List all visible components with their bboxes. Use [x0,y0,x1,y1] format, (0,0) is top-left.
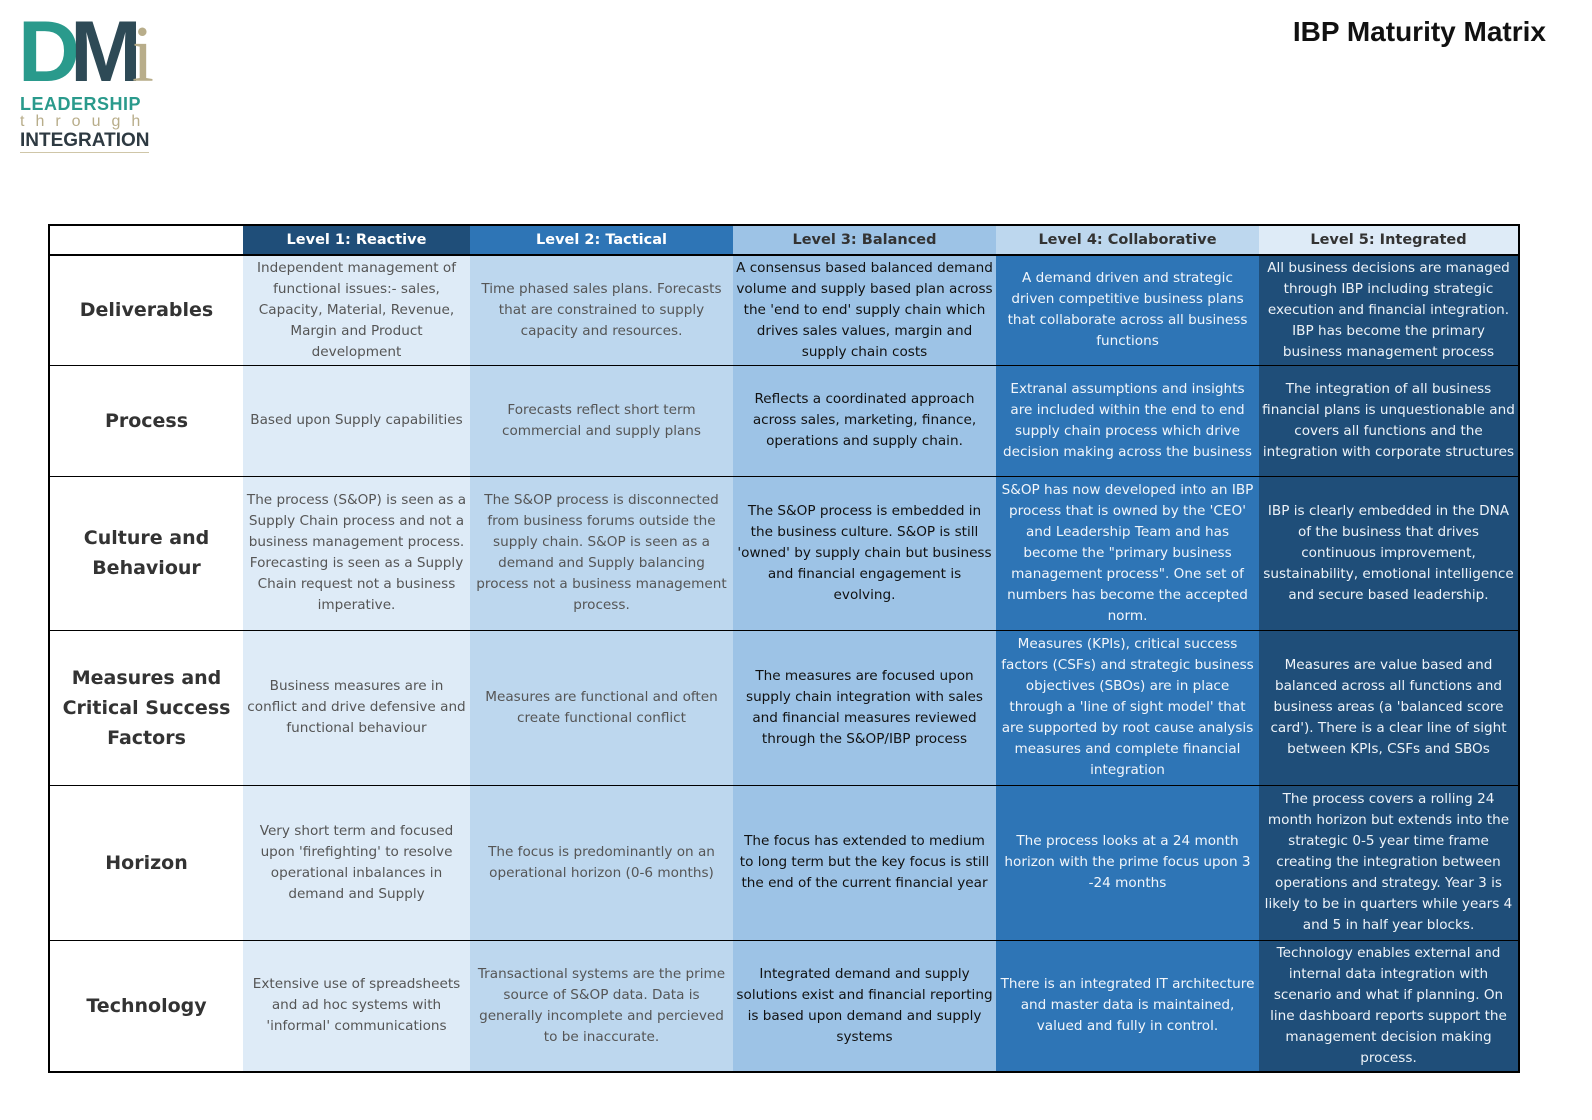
row-header: Process [49,364,243,476]
matrix-row: Process Based upon Supply capabilities For… [49,364,1519,476]
level-4-cell: Measures (KPIs), critical success factor… [996,629,1259,785]
header-row: Level 1: Reactive Level 2: Tactical Leve… [49,225,1519,256]
maturity-matrix: Level 1: Reactive Level 2: Tactical Leve… [48,224,1520,1073]
level-1-cell: The process (S&OP) is seen as a Supply C… [243,475,470,630]
level-4-cell: The process looks at a 24 month horizon … [996,784,1259,940]
matrix-row: Horizon Very short term and focused upon … [49,784,1519,940]
level-2-cell: Forecasts reflect short term commercial … [470,364,733,476]
level-2-cell: The focus is predominantly on an operati… [470,784,733,940]
logo-line-2: through [20,113,152,130]
row-header: Measures and Critical Success Factors [49,629,243,785]
level-1-cell: Based upon Supply capabilities [243,364,470,476]
matrix-row: Measures and Critical Success Factors Bus… [49,629,1519,785]
level-1-cell: Very short term and focused upon 'firefi… [243,784,470,940]
level-4-cell: Extranal assumptions and insights are in… [996,364,1259,476]
level-3-header: Level 3: Balanced [733,225,996,256]
level-1-cell: Independent management of functional iss… [243,254,470,365]
level-2-cell: Transactional systems are the prime sour… [470,939,733,1072]
page-title: IBP Maturity Matrix [1292,16,1546,47]
level-5-cell: The process covers a rolling 24 month ho… [1259,784,1519,940]
level-5-cell: Measures are value based and balanced ac… [1259,629,1519,785]
level-4-header: Level 4: Collaborative [996,225,1259,256]
level-1-cell: Extensive use of spreadsheets and ad hoc… [243,939,470,1072]
logo-mark: DMi [18,4,154,100]
level-2-cell: The S&OP process is disconnected from bu… [470,475,733,630]
level-5-cell: All business decisions are managed throu… [1259,254,1519,365]
level-3-cell: Reflects a coordinated approach across s… [733,364,996,476]
row-header: Deliverables [49,254,243,365]
level-2-cell: Time phased sales plans. Forecasts that … [470,254,733,365]
level-4-cell: There is an integrated IT architecture a… [996,939,1259,1072]
level-3-cell: The measures are focused upon supply cha… [733,629,996,785]
level-3-cell: Integrated demand and supply solutions e… [733,939,996,1072]
level-3-cell: The focus has extended to medium to long… [733,784,996,940]
level-1-cell: Business measures are in conflict and dr… [243,629,470,785]
level-4-cell: S&OP has now developed into an IBP proce… [996,475,1259,630]
level-3-cell: A consensus based balanced demand volume… [733,254,996,365]
level-5-cell: Technology enables external and internal… [1259,939,1519,1072]
matrix-row: Deliverables Independent management of fu… [49,254,1519,365]
level-2-cell: Measures are functional and often create… [470,629,733,785]
level-4-cell: A demand driven and strategic driven com… [996,254,1259,365]
logo-line-3: INTEGRATION [20,130,150,153]
level-3-cell: The S&OP process is embedded in the busi… [733,475,996,630]
level-5-cell: IBP is clearly embedded in the DNA of th… [1259,475,1519,630]
row-header: Culture and Behaviour [49,475,243,630]
row-header: Technology [49,939,243,1072]
matrix-row: Culture and Behaviour The process (S&OP) … [49,475,1519,630]
row-header: Horizon [49,784,243,940]
dmi-logo: DMi LEADERSHIP through INTEGRATION [18,4,168,154]
level-1-header: Level 1: Reactive [243,225,470,256]
corner-cell [49,225,243,256]
level-5-cell: The integration of all business financia… [1259,364,1519,476]
level-5-header: Level 5: Integrated [1259,225,1519,256]
level-2-header: Level 2: Tactical [470,225,733,256]
logo-line-1: LEADERSHIP [20,94,142,114]
matrix-row: Technology Extensive use of spreadsheets … [49,939,1519,1072]
